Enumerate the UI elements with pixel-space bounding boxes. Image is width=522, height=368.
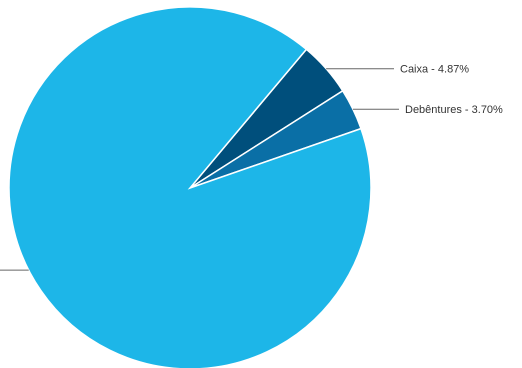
- pie-slices: [8, 6, 372, 368]
- pie-slice-2: [8, 6, 372, 368]
- pie-labels: Caixa - 4.87% Debêntures - 3.70%: [0, 64, 503, 271]
- slice-label-1: Debêntures - 3.70%: [405, 104, 503, 116]
- slice-label-0: Caixa - 4.87%: [400, 64, 469, 76]
